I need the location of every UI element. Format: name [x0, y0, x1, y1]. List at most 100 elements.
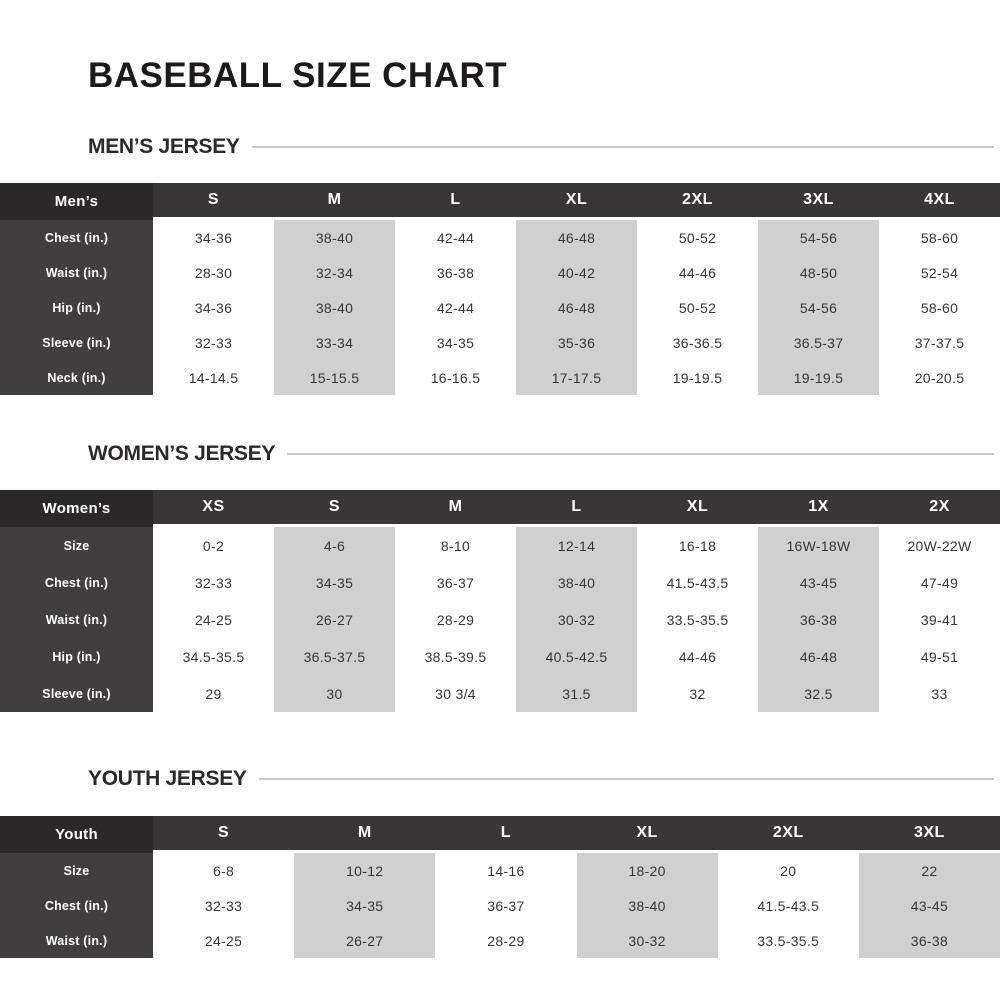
size-chart-page: BASEBALL SIZE CHART MEN’S JERSEY Men’s S M…: [0, 57, 1000, 1000]
row-label: Chest (in.): [0, 564, 153, 601]
data-cell: 46-48: [758, 638, 879, 675]
data-cell: 34-36: [153, 220, 274, 255]
data-cell: 20-20.5: [879, 360, 1000, 395]
data-cell: 16-18: [637, 527, 758, 564]
row-label: Hip (in.): [0, 290, 153, 325]
data-cell: 48-50: [758, 255, 879, 290]
womens-section-heading: WOMEN’S JERSEY: [88, 442, 994, 466]
column-header-2x: 2X: [879, 490, 1000, 527]
data-cell: 4-6: [274, 527, 395, 564]
data-cell: 36-38: [395, 255, 516, 290]
womens-section-title: WOMEN’S JERSEY: [88, 442, 276, 465]
data-cell: 50-52: [637, 290, 758, 325]
data-cell: 34.5-35.5: [153, 638, 274, 675]
row-label: Sleeve (in.): [0, 675, 153, 712]
data-cell: 36.5-37.5: [274, 638, 395, 675]
data-cell: 38-40: [576, 888, 718, 923]
data-cell: 18-20: [576, 853, 718, 888]
data-cell: 40.5-42.5: [516, 638, 637, 675]
data-cell: 28-30: [153, 255, 274, 290]
column-header-4xl: 4XL: [879, 183, 1000, 220]
data-cell: 14-14.5: [153, 360, 274, 395]
table-corner-label: Youth: [0, 816, 153, 853]
data-cell: 36.5-37: [758, 325, 879, 360]
data-cell: 43-45: [858, 888, 1000, 923]
data-cell: 58-60: [879, 220, 1000, 255]
data-cell: 32.5: [758, 675, 879, 712]
column-header-m: M: [395, 490, 516, 527]
data-cell: 34-35: [395, 325, 516, 360]
column-header-2xl: 2XL: [717, 816, 859, 853]
data-cell: 17-17.5: [516, 360, 637, 395]
data-cell: 34-35: [294, 888, 436, 923]
data-cell: 36-38: [858, 923, 1000, 958]
column-header-xl: XL: [637, 490, 758, 527]
data-cell: 28-29: [395, 601, 516, 638]
data-cell: 32-33: [153, 325, 274, 360]
mens-size-table: Men’s S M L XL 2XL 3XL 4XL Chest (in.) 34-36 38-40…: [0, 183, 1000, 395]
data-cell: 36-37: [435, 888, 577, 923]
data-cell: 32-34: [274, 255, 395, 290]
column-header-s: S: [153, 816, 295, 853]
data-cell: 26-27: [274, 601, 395, 638]
data-cell: 28-29: [435, 923, 577, 958]
data-cell: 41.5-43.5: [637, 564, 758, 601]
data-cell: 35-36: [516, 325, 637, 360]
data-cell: 16-16.5: [395, 360, 516, 395]
data-cell: 33.5-35.5: [637, 601, 758, 638]
data-cell: 54-56: [758, 290, 879, 325]
youth-size-table: Youth S M L XL 2XL 3XL Size 6-8 10-12 14-16 18-20 20…: [0, 816, 1000, 958]
heading-rule: [287, 453, 994, 455]
data-cell: 43-45: [758, 564, 879, 601]
data-cell: 37-37.5: [879, 325, 1000, 360]
data-cell: 32: [637, 675, 758, 712]
data-cell: 38-40: [274, 290, 395, 325]
data-cell: 36-36.5: [637, 325, 758, 360]
data-cell: 41.5-43.5: [717, 888, 859, 923]
data-cell: 24-25: [153, 601, 274, 638]
data-cell: 38.5-39.5: [395, 638, 516, 675]
heading-rule: [251, 146, 994, 148]
data-cell: 30-32: [516, 601, 637, 638]
table-corner-label: Women’s: [0, 490, 153, 527]
column-header-xs: XS: [153, 490, 274, 527]
data-cell: 49-51: [879, 638, 1000, 675]
row-label: Chest (in.): [0, 220, 153, 255]
row-label: Neck (in.): [0, 360, 153, 395]
data-cell: 24-25: [153, 923, 295, 958]
data-cell: 15-15.5: [274, 360, 395, 395]
data-cell: 20: [717, 853, 859, 888]
column-header-xl: XL: [516, 183, 637, 220]
data-cell: 46-48: [516, 220, 637, 255]
data-cell: 19-19.5: [637, 360, 758, 395]
data-cell: 39-41: [879, 601, 1000, 638]
data-cell: 44-46: [637, 638, 758, 675]
column-header-s: S: [274, 490, 395, 527]
mens-section-heading: MEN’S JERSEY: [88, 135, 994, 159]
data-cell: 46-48: [516, 290, 637, 325]
mens-section-title: MEN’S JERSEY: [88, 135, 240, 158]
row-label: Waist (in.): [0, 923, 153, 958]
data-cell: 32-33: [153, 888, 295, 923]
data-cell: 32-33: [153, 564, 274, 601]
data-cell: 6-8: [153, 853, 295, 888]
data-cell: 33-34: [274, 325, 395, 360]
column-header-3xl: 3XL: [758, 183, 879, 220]
column-header-3xl: 3XL: [858, 816, 1000, 853]
table-corner-label: Men’s: [0, 183, 153, 220]
data-cell: 30: [274, 675, 395, 712]
data-cell: 40-42: [516, 255, 637, 290]
data-cell: 34-36: [153, 290, 274, 325]
data-cell: 19-19.5: [758, 360, 879, 395]
row-label: Sleeve (in.): [0, 325, 153, 360]
data-cell: 42-44: [395, 220, 516, 255]
row-label: Size: [0, 527, 153, 564]
data-cell: 0-2: [153, 527, 274, 564]
data-cell: 14-16: [435, 853, 577, 888]
data-cell: 33: [879, 675, 1000, 712]
data-cell: 33.5-35.5: [717, 923, 859, 958]
heading-rule: [258, 778, 994, 780]
data-cell: 38-40: [274, 220, 395, 255]
data-cell: 42-44: [395, 290, 516, 325]
column-header-m: M: [294, 816, 436, 853]
